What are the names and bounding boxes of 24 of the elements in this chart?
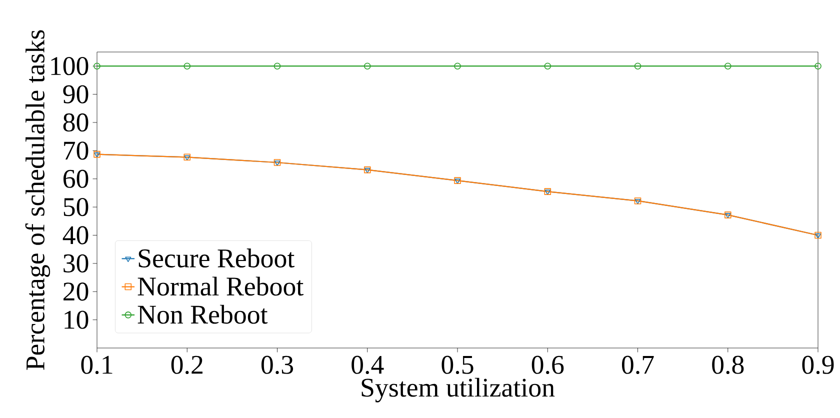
x-tick-label: 0.5 <box>442 356 474 374</box>
y-tick-label: 60 <box>63 170 88 188</box>
y-tick-label: 20 <box>64 282 88 301</box>
x-tick-label: 0.1 <box>81 356 112 374</box>
x-tick-label: 0.7 <box>622 356 654 374</box>
y-axis-title: Percentage of schedulable tasks <box>25 30 50 370</box>
y-tick-label: 40 <box>62 226 88 244</box>
y-tick-label: 70 <box>64 142 88 160</box>
y-tick-label: 80 <box>63 113 88 132</box>
x-tick-label: 0.3 <box>261 356 294 374</box>
x-tick-label: 0.4 <box>352 356 384 374</box>
legend-label: Secure Reboot <box>138 248 295 268</box>
y-tick-label: 30 <box>64 254 88 273</box>
x-tick-label: 0.6 <box>532 356 564 374</box>
x-tick-label: 0.8 <box>712 356 744 374</box>
x-tick-label: 0.2 <box>171 356 202 374</box>
y-tick-label: 100 <box>51 57 88 76</box>
legend-label: Non Reboot <box>138 304 268 324</box>
x-tick-label: 0.9 <box>802 356 834 374</box>
x-axis-title: System utilization <box>362 378 555 402</box>
y-tick-label: 10 <box>64 310 88 329</box>
y-tick-label: 90 <box>63 85 88 104</box>
y-tick-label: 50 <box>64 198 88 216</box>
legend-label: Normal Reboot <box>138 276 304 296</box>
